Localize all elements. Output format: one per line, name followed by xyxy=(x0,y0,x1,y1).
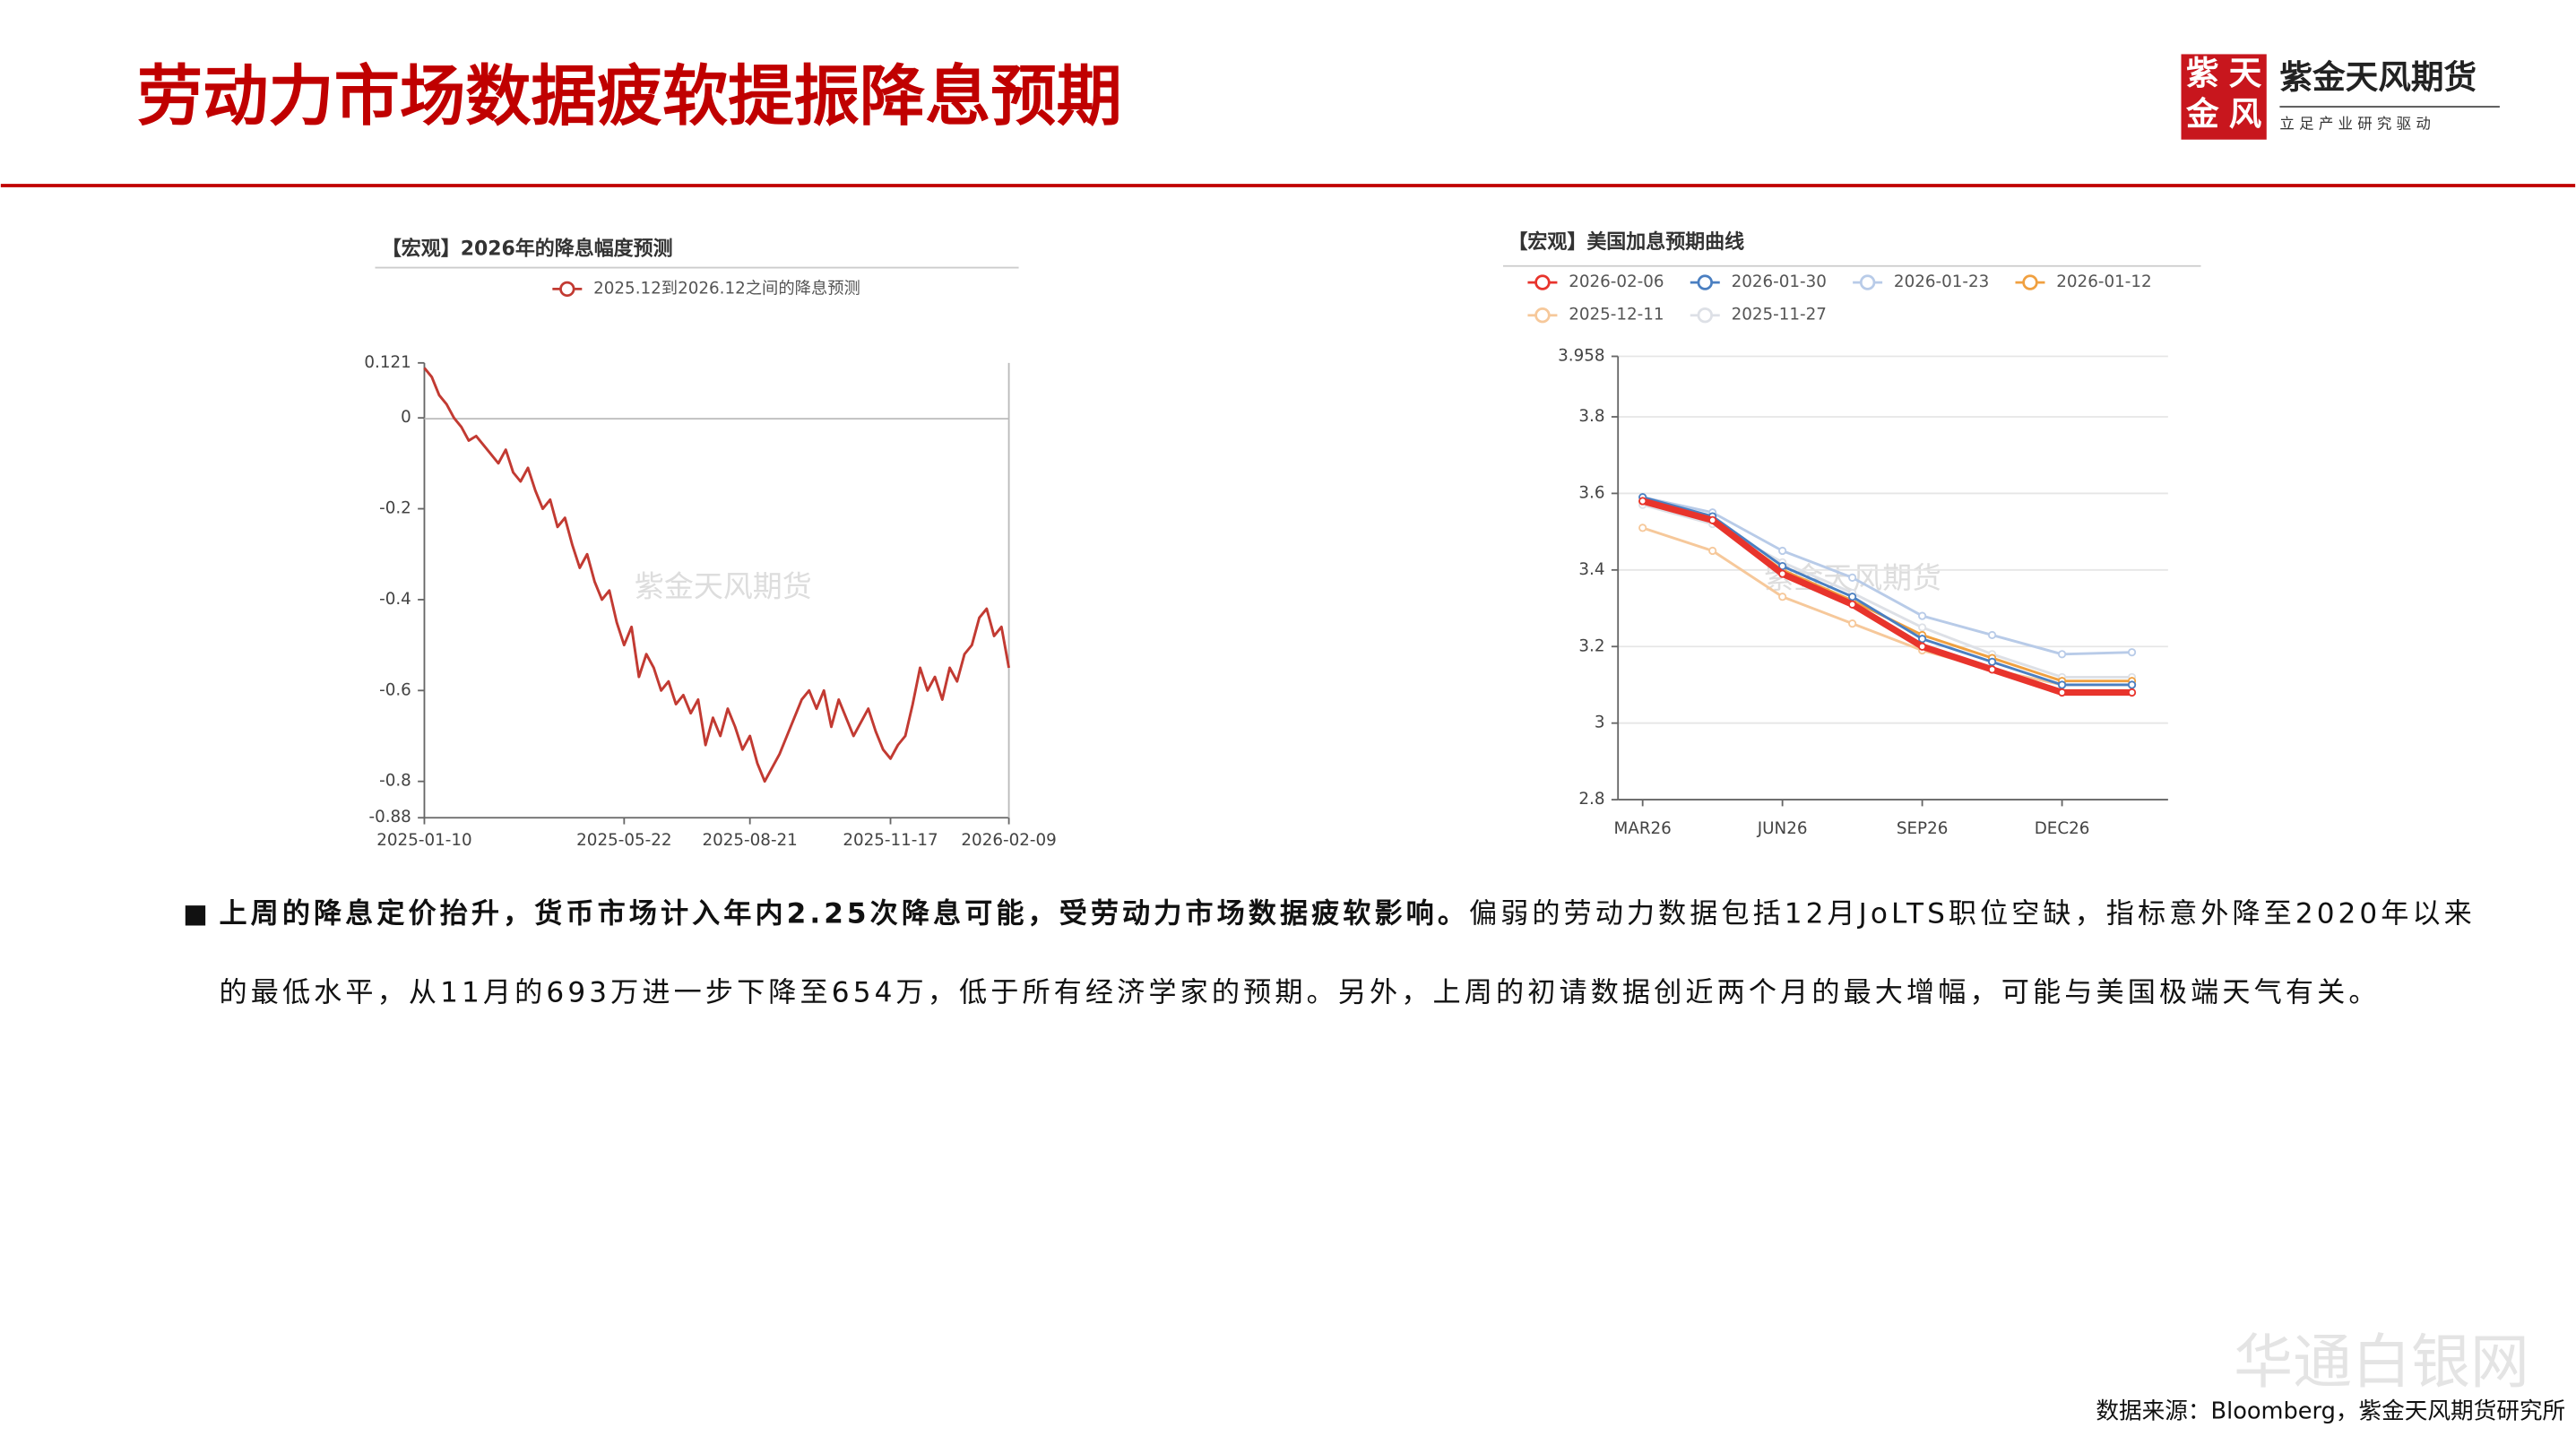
series-line xyxy=(1642,496,2132,656)
chart-title: 【宏观】美国加息预期曲线 xyxy=(1508,230,1744,254)
x-tick-label: SEP26 xyxy=(1897,819,1949,838)
y-tick-label: 0 xyxy=(401,408,411,427)
point xyxy=(1778,593,1787,601)
point xyxy=(1988,630,1997,640)
legend-label: 2025-11-27 xyxy=(1732,306,1827,324)
seal-char: 风 xyxy=(2229,95,2262,134)
point xyxy=(2127,688,2137,697)
x-tick-label: 2026-02-09 xyxy=(961,831,1056,850)
y-tick-label: -0.6 xyxy=(379,680,411,699)
point xyxy=(1848,600,1857,609)
y-tick-label: -0.8 xyxy=(379,772,411,791)
x-tick-label: 2025-01-10 xyxy=(376,831,471,850)
source: 数据来源：Bloomberg，紫金天风期货研究所 xyxy=(2096,1397,2565,1424)
logo-name: 紫金天风期货 xyxy=(2279,57,2477,96)
seal-char: 金 xyxy=(2185,95,2219,134)
y-tick-label: -0.4 xyxy=(379,590,411,609)
point xyxy=(1708,515,1717,524)
chart-watermark: 紫金天风期货 xyxy=(635,568,812,603)
point xyxy=(1778,561,1787,571)
point xyxy=(1848,619,1857,628)
y-tick-label: -0.88 xyxy=(368,808,411,826)
legend-label: 2026-01-12 xyxy=(2056,273,2151,291)
legend-marker xyxy=(1697,274,1713,290)
legend-marker xyxy=(1534,274,1551,290)
x-tick-label: 2025-08-21 xyxy=(703,831,798,850)
x-tick-label: 2025-11-17 xyxy=(843,831,938,850)
point xyxy=(1918,642,1927,651)
point xyxy=(1988,657,1997,666)
point xyxy=(1638,497,1647,506)
x-tick-label: DEC26 xyxy=(2035,819,2090,838)
point xyxy=(1638,523,1647,532)
y-tick-label: 3.8 xyxy=(1578,407,1604,426)
chart: 【宏观】美国加息预期曲线紫金天风期货3.9583.83.63.43.232.8M… xyxy=(1502,230,2201,838)
y-tick-label: 3.4 xyxy=(1578,560,1604,579)
legend-label: 2025-12-11 xyxy=(1569,306,1664,324)
series-line xyxy=(1642,496,2132,687)
point xyxy=(1708,546,1717,556)
y-tick-label: -0.2 xyxy=(379,499,411,518)
chart-title: 【宏观】2026年的降息幅度预测 xyxy=(382,237,673,260)
bullet: ■ xyxy=(183,898,208,929)
point xyxy=(2057,650,2067,659)
point xyxy=(1918,611,1927,620)
point xyxy=(2127,648,2137,657)
slide-title: 劳动力市场数据疲软提振降息预期 xyxy=(137,58,1122,135)
point xyxy=(1778,569,1787,578)
point xyxy=(1848,593,1857,601)
y-tick-label: 0.121 xyxy=(364,353,411,372)
legend-marker xyxy=(559,281,575,298)
body-text: ■ 上周的降息定价抬升，货币市场计入年内2.25次降息可能，受劳动力市场数据疲软… xyxy=(183,897,2472,1008)
legend-label: 2026-01-30 xyxy=(1732,273,1827,291)
legend-marker xyxy=(1697,307,1713,324)
body-bold: 上周的降息定价抬升，货币市场计入年内2.25次降息可能，受劳动力市场数据疲软影响… xyxy=(219,897,1465,930)
x-tick-label: 2025-05-22 xyxy=(576,831,671,850)
legend-marker xyxy=(1534,307,1551,324)
point xyxy=(1778,546,1787,556)
point xyxy=(2127,680,2137,689)
seal-char: 天 xyxy=(2229,54,2262,92)
point xyxy=(1848,573,1857,582)
seal-char: 紫 xyxy=(2186,54,2219,92)
legend-label: 2025.12到2026.12之间的降息预测 xyxy=(593,279,860,298)
series-line xyxy=(423,367,1011,783)
body-line: 上周的降息定价抬升，货币市场计入年内2.25次降息可能，受劳动力市场数据疲软影响… xyxy=(219,897,2471,930)
legend-label: 2026-01-23 xyxy=(1894,273,1989,291)
point xyxy=(1988,665,1997,674)
legend-marker xyxy=(2022,274,2038,290)
x-tick-label: MAR26 xyxy=(1614,819,1672,838)
y-tick-label: 3 xyxy=(1595,714,1605,732)
y-tick-label: 2.8 xyxy=(1578,790,1604,809)
logo: 紫 天 金 风 紫金天风期货 立 足 产 业 研 究 驱 动 xyxy=(2181,54,2500,140)
point xyxy=(2057,688,2067,697)
logo-slogan: 立 足 产 业 研 究 驱 动 xyxy=(2279,116,2430,133)
legend-marker xyxy=(1859,274,1876,290)
legend-label: 2026-02-06 xyxy=(1569,273,1664,291)
point xyxy=(2057,680,2067,689)
logo-seal xyxy=(2181,54,2267,140)
watermark: 华通白银网 xyxy=(2234,1328,2529,1397)
point xyxy=(1918,635,1927,644)
y-tick-label: 3.6 xyxy=(1578,483,1604,502)
series-line xyxy=(1641,498,2132,697)
y-tick-label: 3.958 xyxy=(1558,347,1604,366)
x-tick-label: JUN26 xyxy=(1757,819,1808,838)
point xyxy=(1918,623,1927,632)
y-tick-label: 3.2 xyxy=(1578,636,1604,655)
body-span: 偏弱的劳动力数据包括12月JoLTS职位空缺，指标意外降至2020年以来 xyxy=(1469,897,2472,930)
body-line: 的最低水平，从11月的693万进一步下降至654万，低于所有经济学家的预期。另外… xyxy=(219,976,2376,1008)
